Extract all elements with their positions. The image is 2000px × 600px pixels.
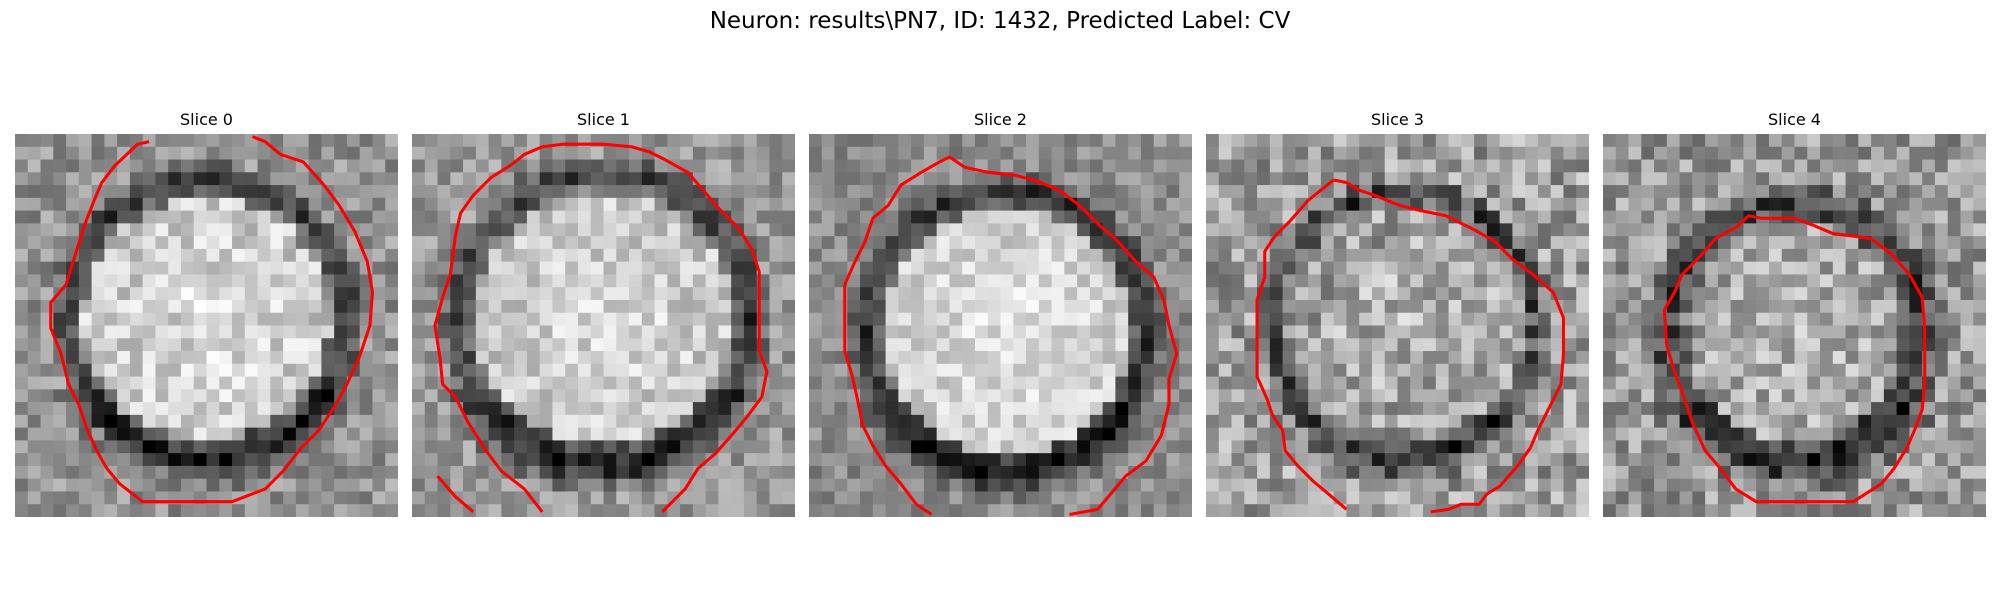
slice-image <box>1603 134 1986 517</box>
pixel-grid <box>809 134 1192 517</box>
slice-title: Slice 2 <box>974 110 1027 129</box>
segmentation-contour <box>436 475 475 514</box>
segmentation-contour <box>49 135 374 504</box>
pixel-grid <box>1603 134 1986 517</box>
slice-title: Slice 3 <box>1371 110 1424 129</box>
segmentation-contour <box>1333 178 1565 514</box>
slice-title: Slice 1 <box>577 110 630 129</box>
slice-panel-3: Slice 3 <box>1206 110 1589 517</box>
segmentation-contour <box>938 155 1179 516</box>
segmentation-contour <box>510 142 769 513</box>
slice-image <box>412 134 795 517</box>
slice-image <box>1206 134 1589 517</box>
slice-title: Slice 4 <box>1768 110 1821 129</box>
slice-image <box>809 134 1192 517</box>
segmentation-contour <box>433 163 544 513</box>
segmentation-contour <box>843 160 940 516</box>
segmentation-contour <box>1662 214 1927 504</box>
slice-image <box>15 134 398 517</box>
pixel-grid <box>1206 134 1589 517</box>
slice-panel-4: Slice 4 <box>1603 110 1986 517</box>
slice-panel-1: Slice 1 <box>412 110 795 517</box>
slice-panel-2: Slice 2 <box>809 110 1192 517</box>
slice-title: Slice 0 <box>180 110 233 129</box>
pixel-grid <box>412 134 795 517</box>
pixel-grid <box>15 134 398 517</box>
segmentation-contour <box>1255 178 1348 511</box>
slice-panel-0: Slice 0 <box>15 110 398 517</box>
figure-title: Neuron: results\PN7, ID: 1432, Predicted… <box>709 8 1291 34</box>
